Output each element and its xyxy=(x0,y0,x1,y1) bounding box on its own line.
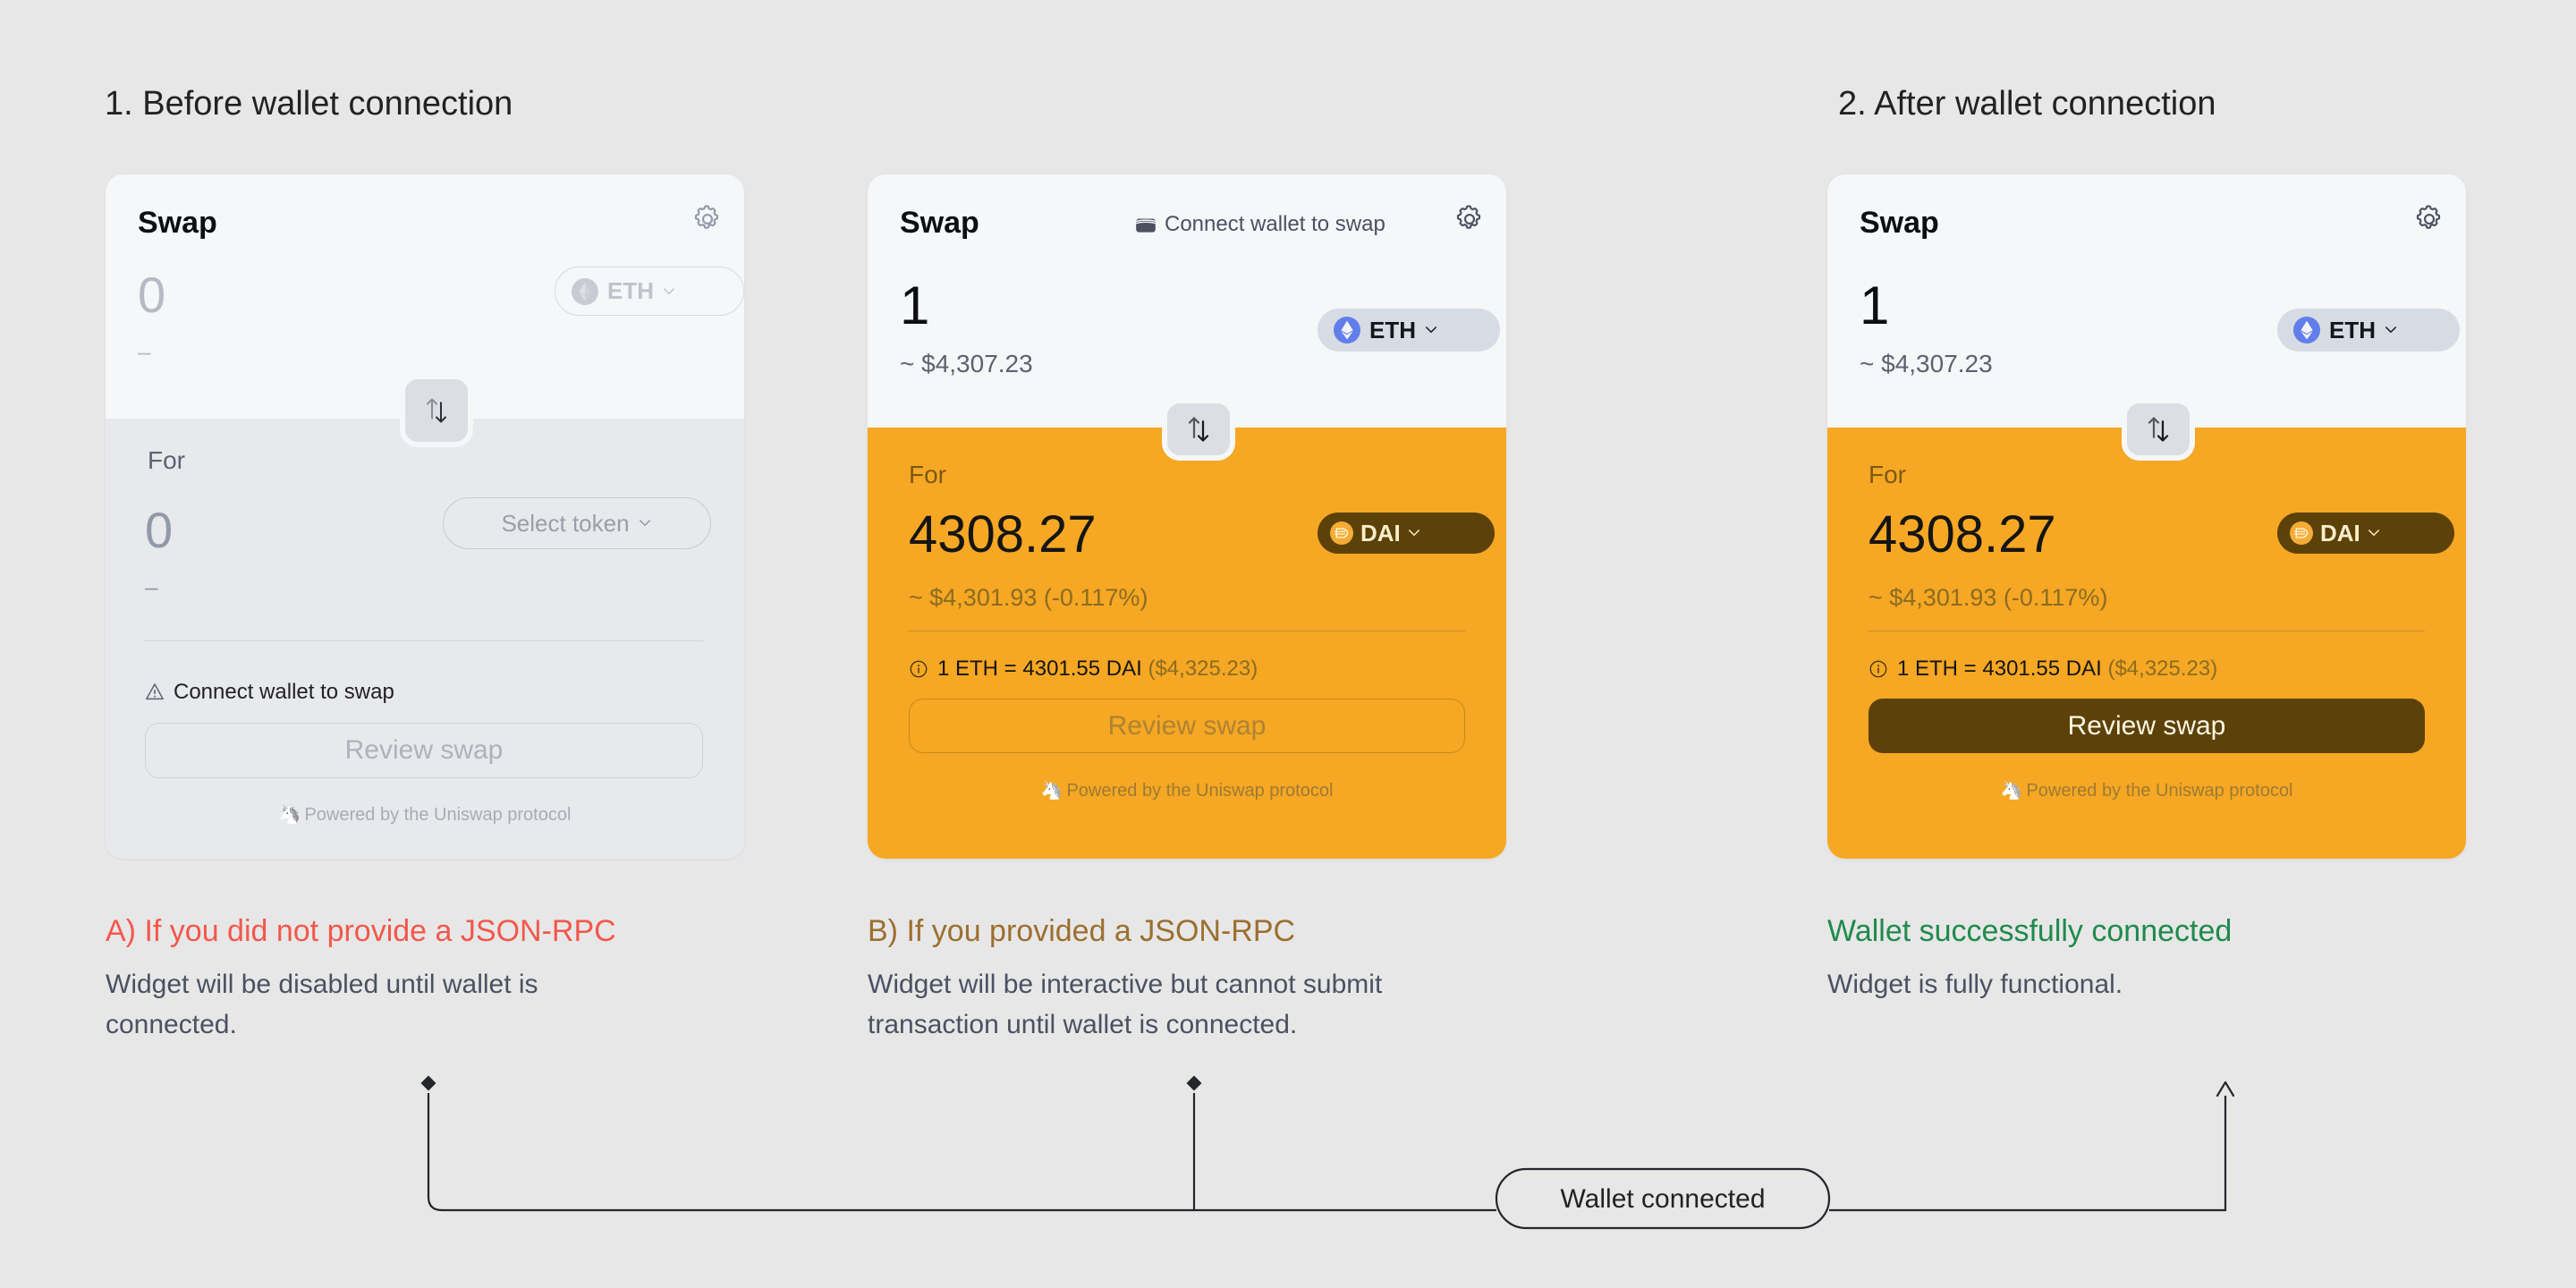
svg-text:Wallet connected: Wallet connected xyxy=(1560,1184,1765,1214)
